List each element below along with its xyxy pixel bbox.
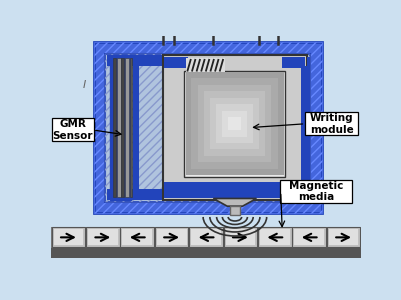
Bar — [164, 57, 187, 68]
Bar — [222, 111, 246, 137]
Text: GMR
Sensor: GMR Sensor — [53, 119, 93, 141]
Bar — [113, 58, 115, 197]
Bar — [120, 227, 154, 248]
Bar — [326, 227, 360, 248]
FancyBboxPatch shape — [279, 180, 351, 203]
Bar — [133, 66, 139, 189]
Bar — [53, 229, 83, 245]
Bar — [156, 229, 186, 245]
Bar — [259, 229, 289, 245]
Bar — [51, 227, 360, 258]
FancyBboxPatch shape — [304, 112, 358, 135]
Bar — [109, 55, 131, 200]
Bar — [209, 98, 259, 149]
Polygon shape — [213, 199, 256, 206]
Bar — [125, 58, 129, 197]
Bar — [215, 104, 252, 143]
Bar — [154, 227, 188, 248]
Bar — [306, 57, 309, 199]
Bar — [186, 58, 224, 72]
Bar — [51, 248, 360, 258]
Bar — [300, 66, 308, 189]
Bar — [190, 229, 221, 245]
Bar — [189, 227, 222, 248]
Bar — [257, 227, 291, 248]
Bar — [223, 227, 257, 248]
Polygon shape — [230, 206, 239, 215]
Bar — [106, 55, 308, 66]
Bar — [106, 189, 308, 200]
Text: I: I — [83, 80, 86, 89]
Bar — [130, 58, 132, 197]
Bar — [105, 54, 309, 202]
Bar — [328, 229, 358, 245]
Bar — [105, 54, 309, 202]
Text: Writing
module: Writing module — [309, 113, 352, 135]
Bar — [121, 58, 124, 197]
Text: Magnetic
media: Magnetic media — [288, 181, 342, 202]
Bar — [88, 229, 117, 245]
Bar — [203, 92, 265, 156]
Bar — [162, 55, 306, 200]
Bar — [282, 57, 305, 68]
Bar — [191, 78, 277, 169]
Bar — [184, 70, 285, 177]
Bar — [93, 42, 321, 213]
Bar — [116, 58, 120, 197]
Bar — [93, 42, 321, 213]
FancyBboxPatch shape — [52, 118, 93, 142]
Bar — [122, 229, 152, 245]
Bar — [86, 227, 119, 248]
Bar — [197, 85, 271, 162]
Bar — [294, 229, 323, 245]
Bar — [292, 227, 325, 248]
Bar — [164, 182, 305, 199]
Bar — [186, 72, 283, 176]
Bar — [51, 227, 85, 248]
Bar — [228, 117, 240, 130]
Bar — [225, 229, 255, 245]
